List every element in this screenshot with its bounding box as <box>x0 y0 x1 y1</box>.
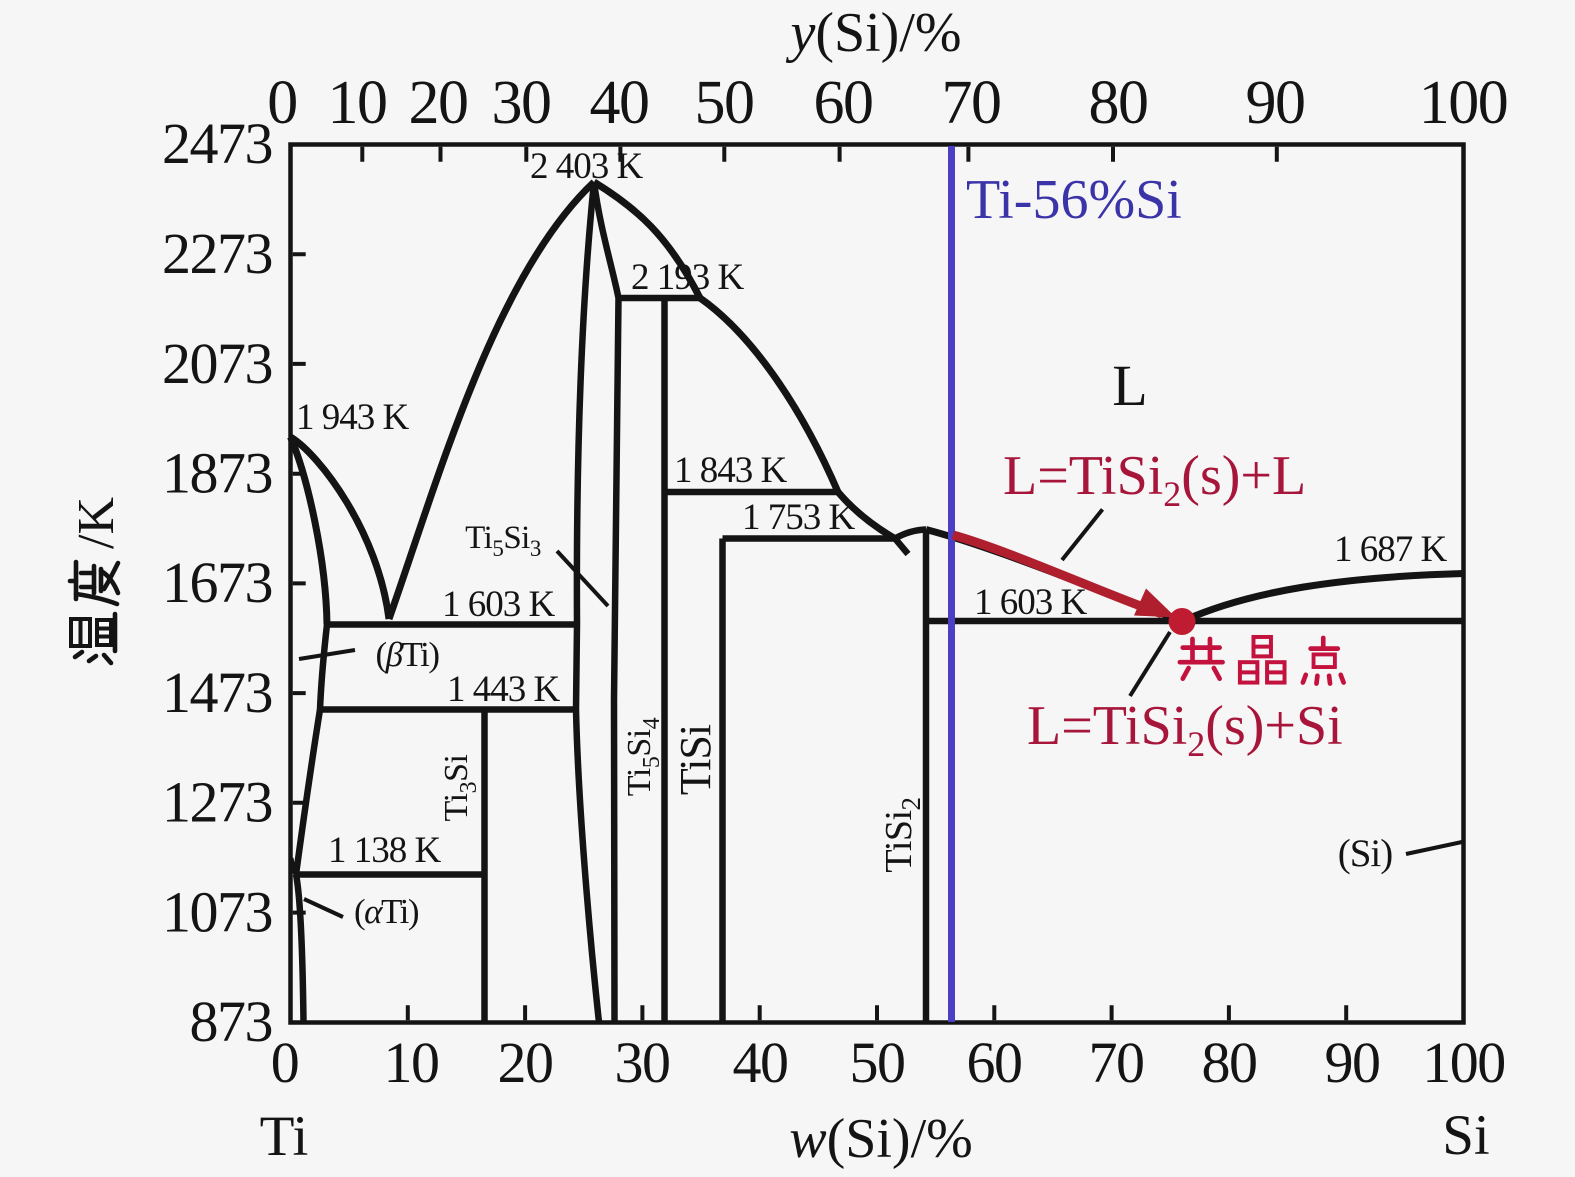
svg-text:1 843 K: 1 843 K <box>674 450 788 491</box>
svg-text:80: 80 <box>1202 1030 1257 1095</box>
svg-text:2 193 K: 2 193 K <box>631 257 745 298</box>
svg-text:70: 70 <box>1089 1030 1144 1095</box>
svg-text:1 943 K: 1 943 K <box>296 397 410 438</box>
svg-text:1 138 K: 1 138 K <box>328 830 442 871</box>
svg-text:20: 20 <box>409 69 468 137</box>
svg-text:1 603 K: 1 603 K <box>442 584 556 625</box>
svg-text:1 687 K: 1 687 K <box>1334 529 1448 570</box>
svg-text:/K: /K <box>68 497 125 549</box>
svg-text:1673: 1673 <box>162 550 272 615</box>
svg-text:50: 50 <box>850 1030 905 1095</box>
svg-text:Ti5Si3: Ti5Si3 <box>465 520 541 561</box>
svg-text:2 403 K: 2 403 K <box>530 146 644 187</box>
svg-text:1273: 1273 <box>162 770 272 835</box>
svg-text:100: 100 <box>1419 69 1508 137</box>
svg-text:50: 50 <box>695 69 754 137</box>
svg-text:2073: 2073 <box>162 331 272 396</box>
svg-text:0: 0 <box>271 1030 299 1095</box>
svg-text:TiSi2: TiSi2 <box>878 797 926 872</box>
svg-text:1073: 1073 <box>162 880 272 945</box>
svg-text:60: 60 <box>967 1030 1022 1095</box>
svg-text:70: 70 <box>942 69 1001 137</box>
svg-text:w(Si)/%: w(Si)/% <box>789 1108 973 1170</box>
svg-text:(βTi): (βTi) <box>375 635 439 674</box>
svg-text:10: 10 <box>328 69 387 137</box>
svg-text:TiSi: TiSi <box>671 724 720 795</box>
svg-text:L: L <box>1112 353 1147 418</box>
svg-text:80: 80 <box>1089 69 1148 137</box>
svg-text:2473: 2473 <box>162 111 272 176</box>
svg-text:Ti: Ti <box>260 1105 309 1168</box>
svg-text:10: 10 <box>384 1030 439 1095</box>
svg-text:(αTi): (αTi) <box>354 892 419 931</box>
svg-text:1 753 K: 1 753 K <box>742 497 856 538</box>
svg-text:90: 90 <box>1246 69 1305 137</box>
svg-text:L=TiSi2(s)+Si: L=TiSi2(s)+Si <box>1027 695 1343 764</box>
svg-text:1 443 K: 1 443 K <box>447 669 561 710</box>
svg-text:L=TiSi2(s)+L: L=TiSi2(s)+L <box>1003 445 1306 514</box>
svg-text:40: 40 <box>733 1030 788 1095</box>
svg-text:1473: 1473 <box>162 660 272 725</box>
svg-text:30: 30 <box>615 1030 670 1095</box>
svg-text:30: 30 <box>492 69 551 137</box>
svg-text:y(Si)/%: y(Si)/% <box>785 2 961 64</box>
svg-text:Si: Si <box>1442 1104 1490 1167</box>
svg-text:40: 40 <box>590 69 649 137</box>
svg-text:Ti-56%Si: Ti-56%Si <box>966 169 1182 231</box>
svg-text:Ti5Si4: Ti5Si4 <box>621 717 665 796</box>
svg-text:60: 60 <box>814 69 873 137</box>
svg-text:1873: 1873 <box>162 441 272 506</box>
svg-text:0: 0 <box>267 69 297 137</box>
svg-text:(Si): (Si) <box>1338 832 1393 875</box>
svg-text:873: 873 <box>190 989 273 1054</box>
svg-text:90: 90 <box>1325 1030 1380 1095</box>
svg-text:20: 20 <box>498 1030 553 1095</box>
svg-text:Ti3Si: Ti3Si <box>438 755 482 822</box>
svg-text:100: 100 <box>1422 1030 1505 1095</box>
svg-text:1 603 K: 1 603 K <box>974 582 1088 623</box>
svg-text:2273: 2273 <box>162 221 272 286</box>
